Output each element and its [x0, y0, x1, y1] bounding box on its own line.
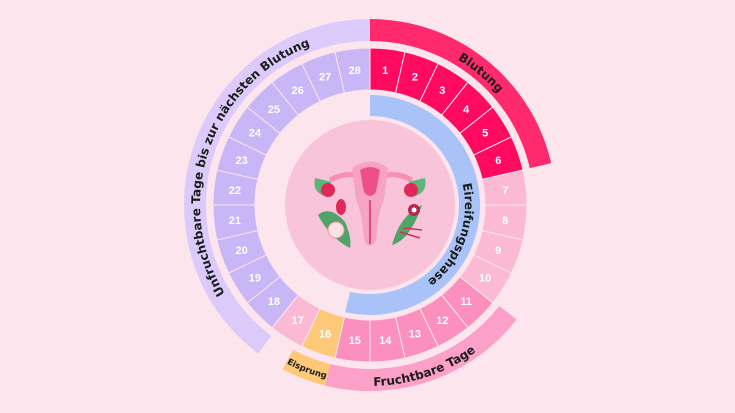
- uterus-with-flowers-icon: [314, 161, 426, 248]
- ovulation-arc: [282, 349, 331, 386]
- day-number: 1: [382, 65, 388, 77]
- bleeding-arc: [370, 19, 552, 169]
- day-number: 9: [495, 245, 501, 257]
- day-number: 20: [236, 245, 248, 257]
- day-number: 21: [229, 215, 241, 227]
- day-number: 8: [502, 215, 508, 227]
- day-number: 5: [482, 128, 488, 140]
- day-number: 19: [249, 272, 261, 284]
- phase-arcs: [184, 19, 552, 391]
- fertile-arc: [325, 305, 517, 391]
- day-number: 28: [349, 65, 361, 77]
- day-number: 18: [268, 296, 280, 308]
- day-number: 10: [479, 272, 491, 284]
- day-number: 7: [502, 185, 508, 197]
- day-number: 12: [436, 315, 448, 327]
- day-number: 4: [463, 104, 470, 116]
- day-number: 14: [379, 335, 392, 347]
- day-number: 22: [229, 185, 241, 197]
- day-number: 6: [495, 155, 501, 167]
- day-number: 17: [292, 315, 304, 327]
- day-number: 24: [249, 128, 262, 140]
- day-tile-28: [334, 47, 371, 94]
- day-number: 13: [409, 328, 421, 340]
- day-number: 3: [439, 85, 445, 97]
- day-number: 11: [460, 296, 472, 308]
- day-tiles: 1234567891011121314151617181920212223242…: [212, 47, 528, 363]
- day-number: 25: [268, 104, 280, 116]
- follicular-arc: [345, 95, 480, 315]
- day-number: 16: [319, 328, 331, 340]
- day-number: 27: [319, 72, 331, 84]
- day-number: 23: [236, 155, 248, 167]
- day-number: 2: [412, 72, 418, 84]
- infertile-arc: [184, 19, 370, 354]
- day-number: 15: [349, 335, 361, 347]
- day-number: 26: [292, 85, 304, 97]
